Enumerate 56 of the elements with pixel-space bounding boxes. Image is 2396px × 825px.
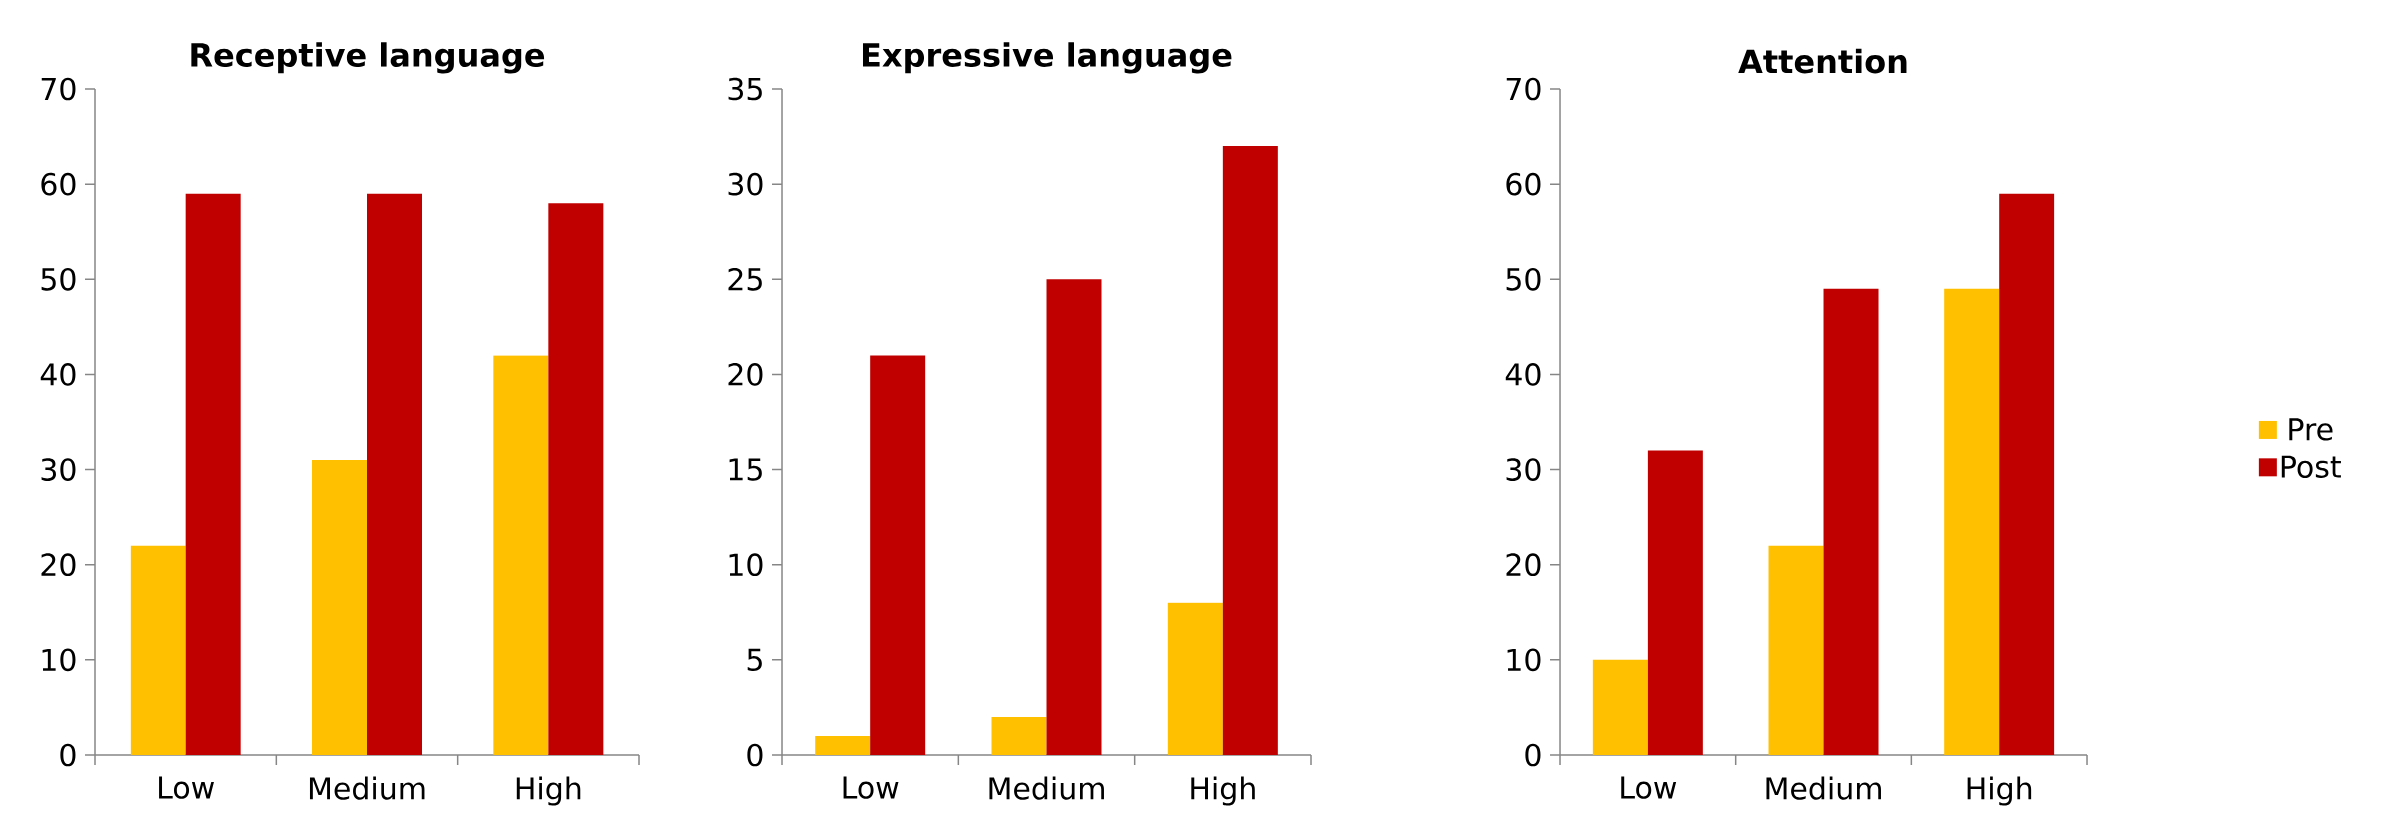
y-tick-label: 0 [747,743,763,767]
bar [312,460,368,755]
y-tick-label: 50 [1506,267,1541,291]
x-tick-label: High [1967,776,2032,806]
x-tick-label: Medium [1766,776,1881,800]
y-tick-label: 40 [40,363,76,386]
chart-title: Expressive language [863,42,1232,74]
y-tick-label: 70 [41,77,76,101]
y-tick-label: 40 [1505,363,1541,386]
y-tick-label: 30 [1506,458,1541,481]
x-tick-label: High [1191,776,1255,806]
y-tick-label: 35 [728,77,762,101]
bar [367,193,422,755]
x-tick-label: Medium [309,776,425,800]
y-tick-label: 30 [41,458,76,481]
y-tick-label: 60 [1506,172,1541,196]
y-tick-label: 20 [728,363,763,386]
bar [1167,602,1223,755]
bar [991,716,1047,755]
y-tick-label: 5 [747,648,762,671]
y-tick-label: 10 [42,648,76,672]
x-tick-label: Low [843,776,899,799]
legend-label: Pre [2289,418,2333,441]
bar [1823,288,1879,755]
chart-title: Receptive language [191,42,545,74]
y-tick-label: 10 [1507,648,1541,672]
y-tick-label: 50 [41,267,76,291]
y-tick-label: 15 [729,458,762,481]
bar [185,193,241,755]
y-tick-label: 20 [41,553,76,577]
y-tick-label: 70 [1506,77,1541,101]
y-tick-label: 0 [60,743,76,767]
y-tick-label: 0 [1525,743,1541,767]
bar [1592,659,1648,755]
bar [815,735,871,755]
bar [130,545,186,755]
bar [1647,450,1703,755]
chart-title: Attention [1738,48,1907,74]
x-tick-label: Medium [989,776,1104,800]
bar [1222,146,1278,755]
legend-label: Post [2281,455,2341,478]
y-tick-label: 30 [728,172,763,196]
bar [1944,288,2000,755]
bar [548,203,604,755]
x-tick-label: High [516,776,581,806]
y-tick-label: 20 [1506,553,1541,577]
x-tick-label: Low [159,776,214,799]
bar [1768,545,1824,755]
y-tick-label: 10 [729,553,763,577]
bar [1999,193,2055,755]
y-tick-label: 60 [41,172,76,196]
bar [870,355,926,755]
bar [1046,279,1102,755]
x-tick-label: Low [1621,776,1677,799]
bar [493,355,549,755]
y-tick-label: 25 [728,267,762,291]
